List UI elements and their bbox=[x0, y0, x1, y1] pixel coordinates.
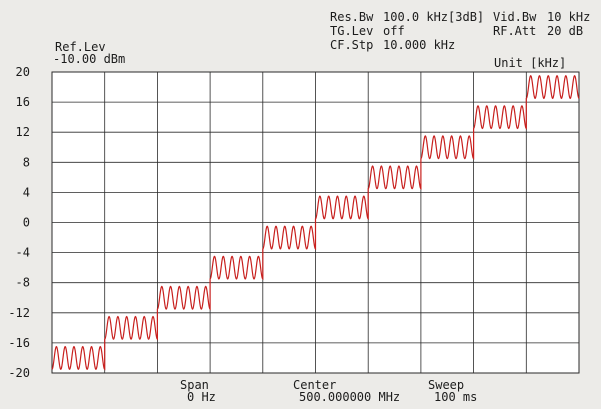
rf-att-value: 20 dB bbox=[547, 24, 584, 38]
y-tick-label: 16 bbox=[16, 95, 30, 109]
y-tick-label: 12 bbox=[16, 125, 30, 139]
y-tick-label: -12 bbox=[8, 306, 30, 320]
tg-lev-label: TG.Lev bbox=[330, 24, 374, 38]
ref-lev-value: -10.00 dBm bbox=[53, 52, 126, 66]
res-bw-label: Res.Bw bbox=[330, 10, 374, 24]
y-tick-label: -20 bbox=[8, 366, 30, 380]
y-tick-label: 8 bbox=[23, 155, 30, 169]
rf-att-label: RF.Att bbox=[493, 24, 537, 38]
y-tick-label: -4 bbox=[16, 246, 30, 260]
y-tick-label: -16 bbox=[8, 336, 30, 350]
unit-label: Unit [kHz] bbox=[494, 56, 567, 70]
y-tick-label: 20 bbox=[16, 65, 30, 79]
cf-stp-label: CF.Stp bbox=[330, 38, 374, 52]
y-tick-label: 4 bbox=[23, 185, 30, 199]
measurement-trace bbox=[51, 74, 580, 371]
sweep-label: Sweep bbox=[428, 378, 465, 392]
vid-bw-value: 10 kHz bbox=[547, 10, 591, 24]
vid-bw-label: Vid.Bw bbox=[493, 10, 537, 24]
y-axis-ticks: 20 16 12 8 4 0 -4 -8 -12 -16 -20 bbox=[8, 65, 30, 380]
cf-stp-value: 10.000 kHz bbox=[383, 38, 456, 52]
res-bw-value: 100.0 kHz[3dB] bbox=[383, 10, 485, 24]
center-value: 500.000000 MHz bbox=[299, 390, 401, 404]
ref-lev-label: Ref.Lev bbox=[55, 40, 106, 54]
center-label: Center bbox=[293, 378, 337, 392]
span-label: Span bbox=[180, 378, 209, 392]
y-tick-label: 0 bbox=[23, 216, 30, 230]
tg-lev-value: off bbox=[383, 24, 405, 38]
y-tick-label: -8 bbox=[16, 276, 30, 290]
sweep-value: 100 ms bbox=[434, 390, 478, 404]
span-value: 0 Hz bbox=[187, 390, 216, 404]
